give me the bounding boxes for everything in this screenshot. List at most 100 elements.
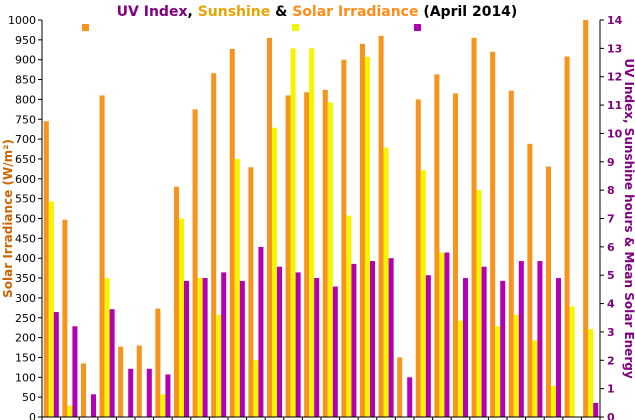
bar-right-1-day-19	[383, 147, 389, 418]
bar-right-2-day-13	[277, 266, 283, 417]
y-left-tick-label-50: 50	[22, 391, 36, 404]
bar-right-1-day-17	[346, 215, 352, 417]
bar-right-1-day-28	[550, 385, 557, 417]
bar-left-0-day-11	[229, 48, 235, 417]
title-part-2: Sunshine	[198, 4, 271, 20]
bar-right-2-day-21	[425, 275, 431, 417]
bar-right-2-day-19	[388, 258, 394, 417]
y-right-tick-label-8: 8	[607, 184, 615, 197]
y-right-tick-label-9: 9	[607, 156, 615, 169]
bar-right-1-day-11	[234, 158, 240, 417]
legend-label-2: UV Index Daily Maximum Y2	[425, 23, 566, 34]
y-left-tick-label-250: 250	[15, 312, 36, 325]
bar-right-1-day-9	[197, 278, 203, 417]
legend-label-0: Maximum Daily Solar Irradiance Y1 (W/m²)	[93, 23, 307, 34]
bars-group	[43, 20, 599, 418]
y-right-tick-label-12: 12	[607, 71, 622, 84]
y-left-tick-label-500: 500	[15, 213, 36, 226]
bar-left-0-day-7	[155, 308, 161, 417]
bar-right-1-day-30	[588, 329, 594, 417]
axes-group: 0501001502002503003504004505005506006507…	[8, 14, 623, 420]
y-left-tick-label-1000: 1000	[8, 14, 36, 27]
bar-right-1-day-25	[495, 326, 501, 417]
y-right-tick-label-11: 11	[607, 99, 622, 112]
y-left-tick-label-350: 350	[15, 272, 36, 285]
y-axis-left-label: Solar Irradiance (W/m²)	[1, 139, 15, 298]
bar-right-2-day-28	[556, 278, 562, 417]
bar-right-2-day-4	[109, 309, 115, 417]
bar-right-1-day-23	[457, 320, 464, 417]
y-left-tick-label-150: 150	[15, 351, 36, 364]
y-right-tick-label-5: 5	[607, 269, 615, 282]
y-right-tick-label-3: 3	[607, 326, 615, 339]
bar-right-2-day-6	[146, 368, 152, 417]
bar-right-2-day-26	[518, 261, 524, 417]
y-left-tick-label-400: 400	[15, 252, 36, 265]
bar-right-1-day-21	[420, 170, 426, 417]
bar-left-0-day-8	[173, 186, 179, 417]
bar-left-0-day-2	[62, 219, 68, 417]
bar-left-0-day-15	[304, 92, 310, 417]
title-part-5: (April 2014)	[418, 4, 517, 20]
bar-right-2-day-7	[165, 374, 171, 417]
y-right-tick-label-4: 4	[607, 298, 615, 311]
bar-right-2-day-25	[500, 280, 506, 417]
legend: Maximum Daily Solar Irradiance Y1 (W/m²)…	[82, 23, 566, 34]
bar-right-2-day-17	[351, 263, 357, 417]
bar-left-0-day-17	[341, 59, 347, 417]
y-right-tick-label-6: 6	[607, 241, 615, 254]
bar-left-0-day-24	[471, 37, 477, 418]
bar-right-2-day-22	[444, 252, 450, 417]
bar-right-1-day-29	[569, 306, 575, 417]
bar-right-1-day-22	[439, 252, 445, 417]
bar-left-0-day-4	[99, 95, 105, 418]
bar-right-2-day-10	[221, 272, 227, 417]
bar-left-0-day-5	[118, 346, 124, 417]
y-right-tick-label-10: 10	[607, 127, 623, 140]
bar-left-0-day-25	[490, 51, 496, 417]
bar-left-0-day-6	[136, 345, 142, 417]
bar-right-1-day-26	[513, 314, 519, 417]
y-right-tick-label-14: 14	[607, 14, 623, 27]
bar-left-0-day-16	[322, 89, 328, 418]
bar-right-2-day-30	[593, 402, 599, 417]
bar-left-0-day-9	[192, 109, 198, 417]
title-part-0: UV Index	[117, 4, 188, 20]
bar-right-1-day-10	[216, 314, 222, 417]
y-right-tick-label-13: 13	[607, 42, 622, 55]
bar-left-0-day-1	[43, 121, 49, 418]
bar-right-2-day-11	[239, 280, 245, 417]
bar-right-2-day-24	[481, 266, 487, 417]
legend-swatch-1	[292, 24, 299, 31]
bar-right-1-day-24	[476, 190, 482, 417]
bar-left-0-day-28	[545, 166, 551, 417]
y-right-tick-label-7: 7	[607, 213, 615, 226]
y-left-tick-label-200: 200	[15, 332, 36, 345]
bar-right-1-day-27	[532, 340, 538, 417]
bar-left-0-day-22	[434, 74, 440, 417]
y-left-tick-label-100: 100	[15, 371, 36, 384]
title-part-3: &	[270, 4, 292, 20]
bar-left-0-day-21	[415, 99, 421, 418]
bar-right-2-day-2	[72, 326, 78, 417]
chart-title: UV Index, Sunshine & Solar Irradiance (A…	[117, 4, 518, 20]
bar-right-2-day-18	[370, 261, 376, 417]
bar-right-1-day-4	[104, 278, 110, 417]
bar-right-2-day-5	[128, 368, 134, 417]
y-axis-right-label: UV Index, Sunshine hours & Mean Solar En…	[622, 58, 635, 378]
y-left-tick-label-450: 450	[15, 232, 36, 245]
y-left-tick-label-950: 950	[15, 34, 36, 47]
bar-right-1-day-8	[178, 218, 185, 417]
y-left-tick-label-750: 750	[15, 113, 36, 126]
bar-left-0-day-30	[583, 20, 589, 417]
bar-left-0-day-3	[80, 363, 86, 417]
y-left-tick-label-700: 700	[15, 133, 36, 146]
bar-right-2-day-1	[53, 312, 59, 417]
y-left-tick-label-650: 650	[15, 153, 36, 166]
bar-right-2-day-15	[314, 278, 320, 417]
bar-right-1-day-14	[290, 48, 296, 418]
bar-right-1-day-15	[309, 48, 315, 418]
bar-left-0-day-19	[378, 35, 384, 417]
plot-background	[42, 20, 600, 417]
